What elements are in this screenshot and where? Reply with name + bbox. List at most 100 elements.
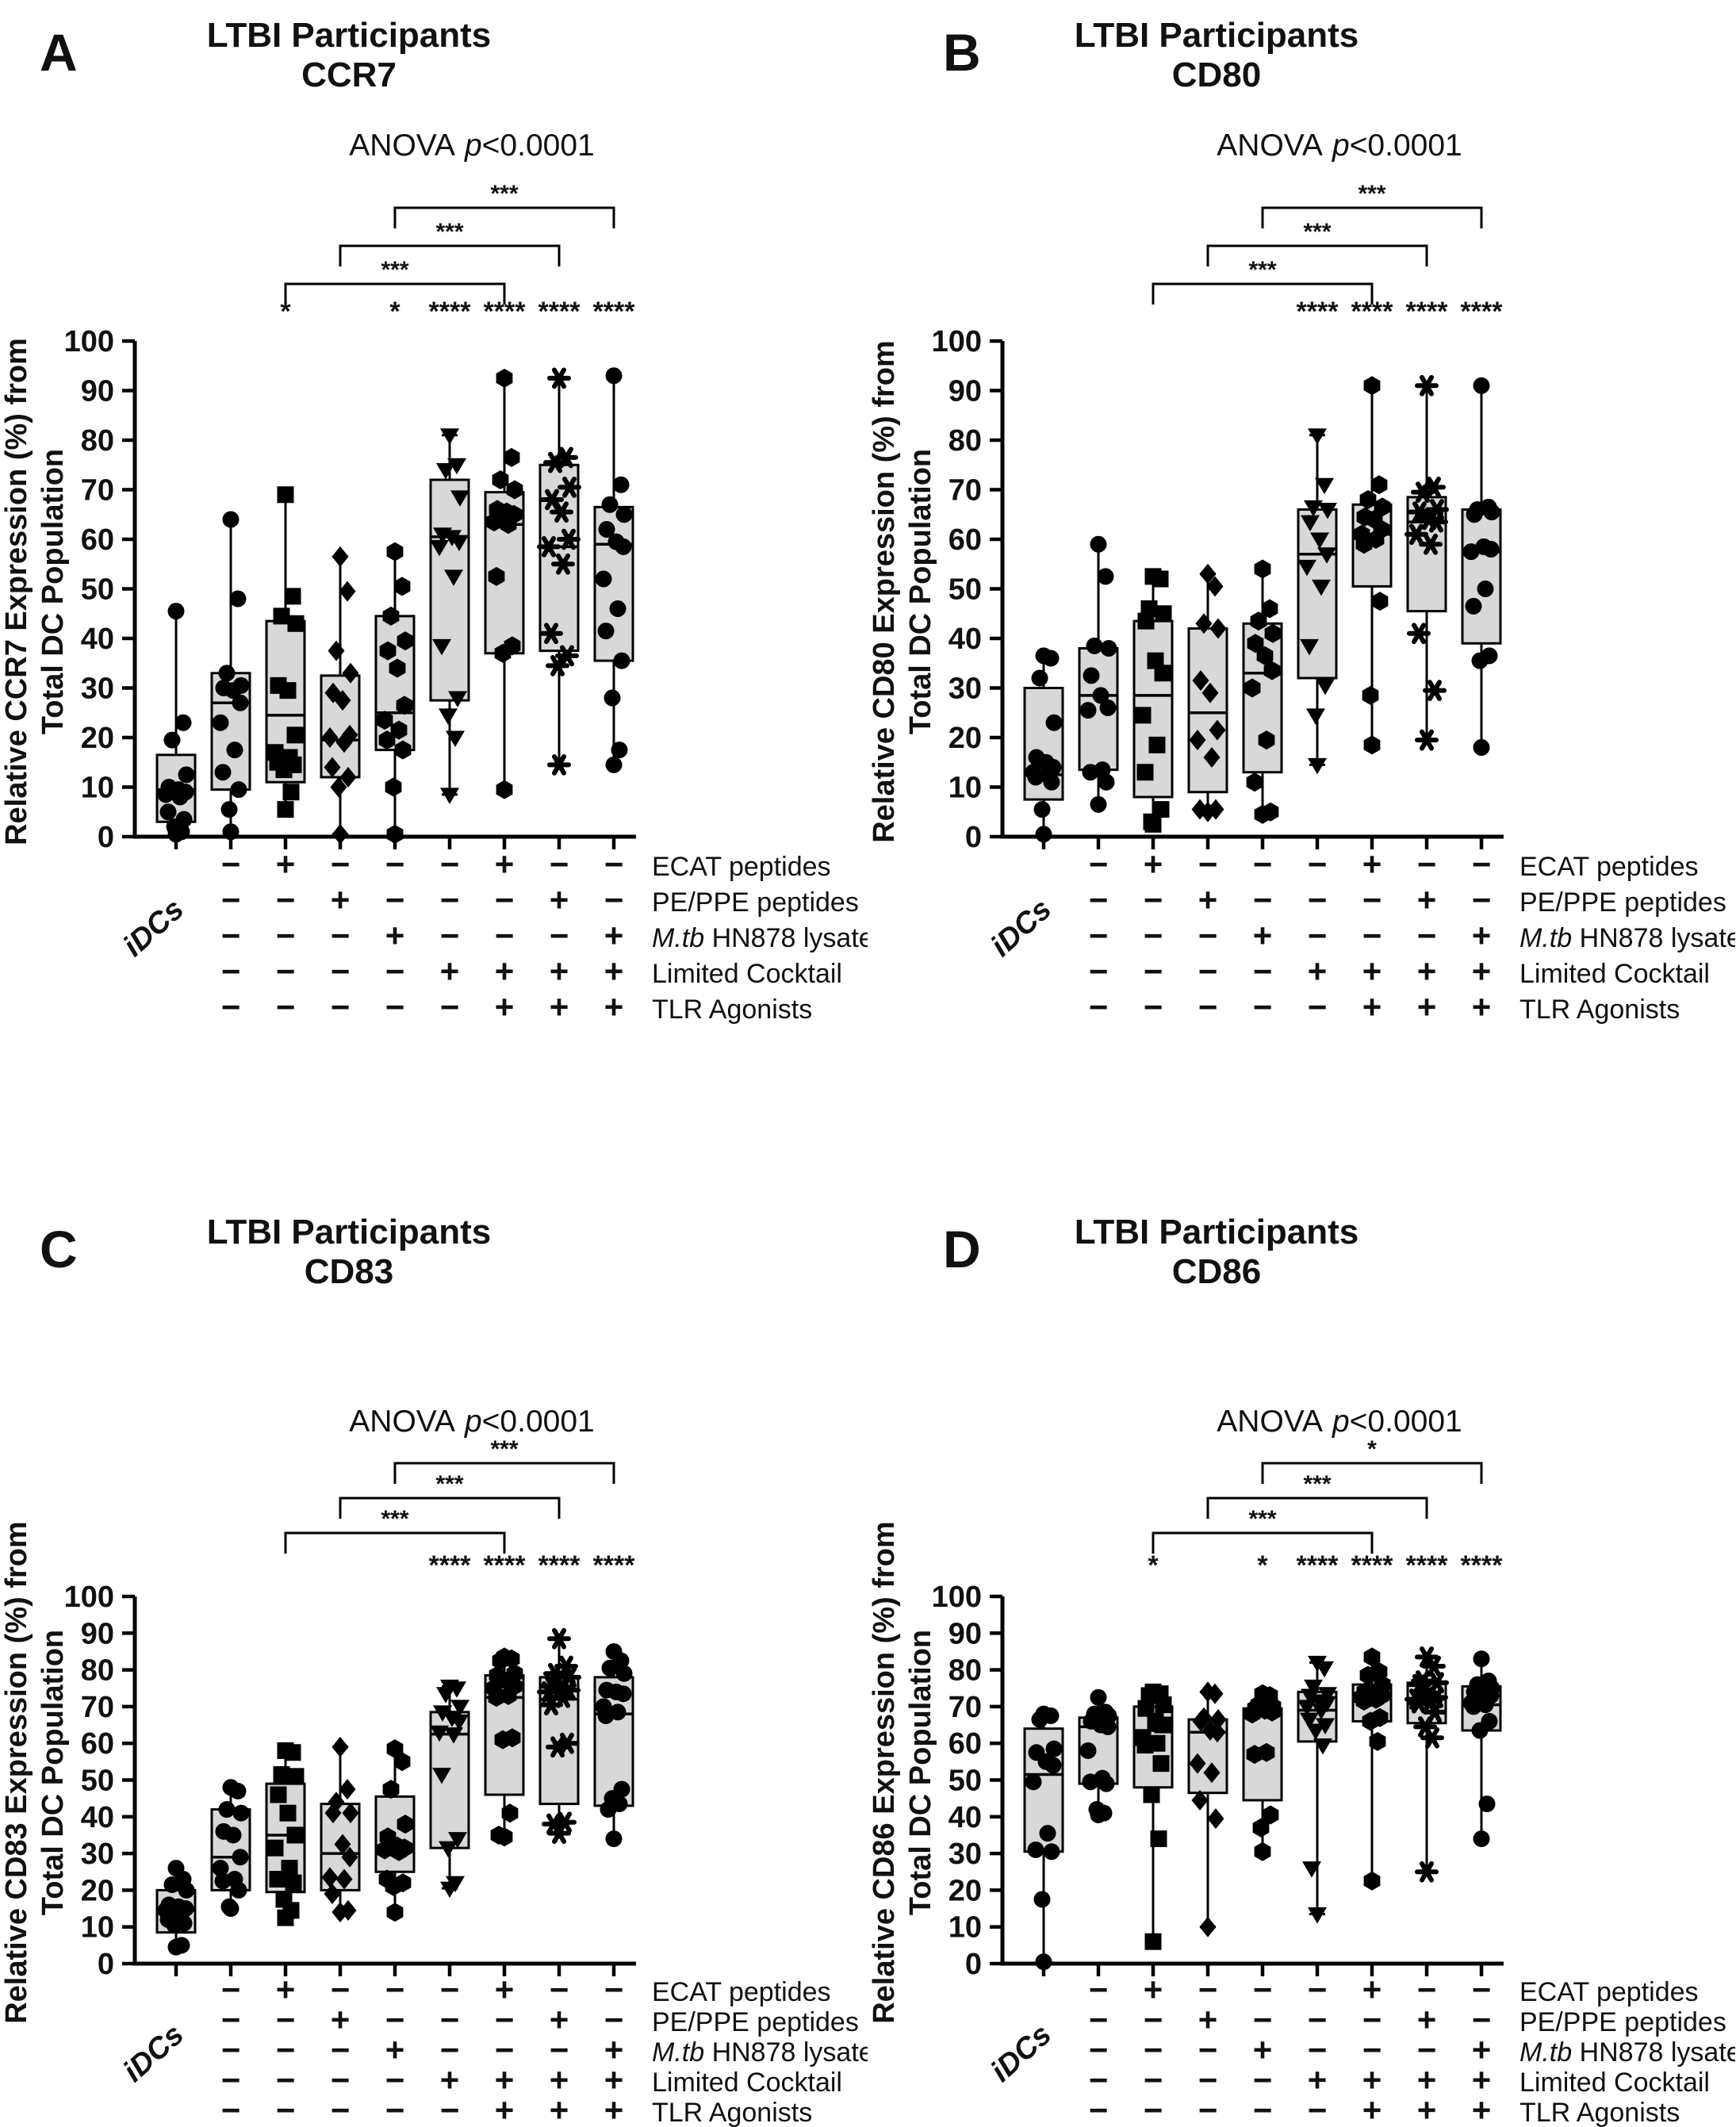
data-point-circle (1465, 1698, 1482, 1715)
data-point-circle (1079, 1742, 1097, 1759)
matrix-row-label: M.tb HN878 lysate (1519, 923, 1735, 953)
panel-title-line2: CCR7 (301, 56, 397, 94)
data-point-hexagon (390, 1841, 408, 1861)
y-tick-label: 90 (81, 375, 114, 408)
data-point-triangle-down (1297, 559, 1316, 577)
data-point-circle (1465, 597, 1482, 615)
y-tick-label: 40 (81, 1801, 114, 1834)
matrix-row-label: ECAT peptides (1519, 1977, 1699, 2007)
data-point-hexagon (396, 696, 413, 715)
data-point-diamond (339, 767, 357, 788)
matrix-cell: − (1089, 917, 1109, 954)
data-point-circle (232, 694, 249, 711)
box-group-5 (1242, 1684, 1283, 1861)
data-point-hexagon (397, 631, 414, 651)
sig-bracket (1152, 282, 1374, 305)
panel-title-line1: LTBI Participants (206, 1213, 492, 1251)
data-point-hexagon (394, 740, 412, 760)
matrix-cell: − (1089, 845, 1109, 883)
data-point-star (547, 753, 571, 776)
box-group-1 (155, 1860, 197, 1956)
data-point-circle (212, 1860, 229, 1877)
data-point-circle (1027, 768, 1044, 786)
matrix-cell: − (495, 881, 515, 918)
sig-marker: * (389, 297, 400, 327)
matrix-row-label: Limited Cocktail (1519, 959, 1710, 989)
panel-C: C LTBI Participants CD83 ANOVA p<0.0001 R… (0, 1064, 868, 2127)
data-point-star (1415, 374, 1439, 397)
data-point-hexagon (1374, 497, 1391, 517)
matrix-cell: − (1253, 952, 1273, 990)
matrix-cell: − (1198, 917, 1218, 954)
matrix-cell: − (385, 881, 405, 918)
matrix-cell: − (221, 2091, 241, 2127)
data-point-diamond (1199, 1916, 1217, 1937)
data-point-square (273, 1766, 290, 1784)
data-point-hexagon (1261, 599, 1278, 619)
data-point-hexagon (1363, 1871, 1381, 1891)
data-point-hexagon (376, 1840, 393, 1860)
box-group-7 (1351, 376, 1393, 755)
data-point-square (275, 761, 293, 779)
data-point-circle (214, 1872, 232, 1890)
y-tick-label: 80 (948, 424, 982, 458)
matrix-row-label: PE/PPE peptides (1519, 887, 1726, 918)
matrix-cell: − (440, 1971, 460, 2008)
boxplot-A: ********** * **** **** **** ****0102030405060… (64, 181, 868, 1025)
data-point-hexagon (1363, 735, 1381, 755)
panel-D: D LTBI Participants CD86 ANOVA p<0.0001 R… (868, 1064, 1735, 2127)
box-group-9 (1461, 377, 1502, 756)
data-point-hexagon (1258, 730, 1275, 750)
matrix-cell: + (1472, 2091, 1492, 2127)
data-point-diamond (334, 1834, 351, 1855)
data-point-triangle-down (1308, 1907, 1327, 1924)
data-point-diamond (1192, 1711, 1209, 1732)
data-point-square (1140, 1687, 1158, 1704)
data-point-square (287, 1768, 305, 1785)
anova-value: <0.0001 (1349, 128, 1462, 163)
panel-letter: D (943, 1220, 981, 1278)
matrix-cell: − (331, 845, 351, 883)
panel-title-line2: CD83 (304, 1252, 394, 1291)
matrix-cell: + (495, 1971, 515, 2008)
boxplot-D: ******** * **** **** **** ****010203040506070… (932, 1436, 1735, 2127)
matrix-cell: + (1472, 917, 1492, 954)
matrix-cell: − (1417, 917, 1437, 954)
matrix-cell: + (385, 2031, 405, 2068)
anova-p: p (1332, 1405, 1350, 1439)
data-point-star (558, 476, 581, 498)
data-point-square (1144, 1933, 1162, 1950)
data-point-hexagon (496, 780, 513, 799)
box-group-2 (210, 1779, 251, 1918)
data-point-hexagon (1264, 623, 1282, 643)
data-point-circle (222, 823, 240, 841)
data-point-hexagon (1363, 1647, 1381, 1667)
data-point-triangle-down (450, 490, 469, 507)
matrix-cell: − (1089, 2061, 1109, 2098)
data-point-diamond (341, 1846, 358, 1868)
data-point-star (1422, 1655, 1446, 1677)
data-point-diamond (324, 1803, 342, 1824)
data-point-circle (232, 1849, 249, 1866)
sig-marker: **** (1351, 1550, 1394, 1581)
data-point-hexagon (382, 1780, 400, 1799)
matrix-cell: − (1144, 881, 1163, 918)
matrix-cell: + (1417, 2001, 1437, 2038)
sig-marker: * (280, 297, 291, 327)
box-group-8 (537, 367, 581, 776)
panel-letter: B (943, 23, 981, 82)
data-point-diamond (335, 732, 353, 753)
data-point-square (1152, 570, 1169, 588)
matrix-cell: − (550, 917, 569, 954)
data-point-diamond (1206, 1683, 1224, 1704)
data-point-square (277, 1909, 294, 1926)
y-tick-label: 40 (948, 1801, 982, 1834)
matrix-cell: − (331, 2091, 351, 2127)
matrix-cell: − (1198, 988, 1218, 1025)
iqr-box (1187, 627, 1228, 794)
matrix-cell: + (495, 988, 515, 1025)
data-point-square (277, 486, 294, 504)
anova-value: <0.0001 (1349, 1405, 1462, 1439)
